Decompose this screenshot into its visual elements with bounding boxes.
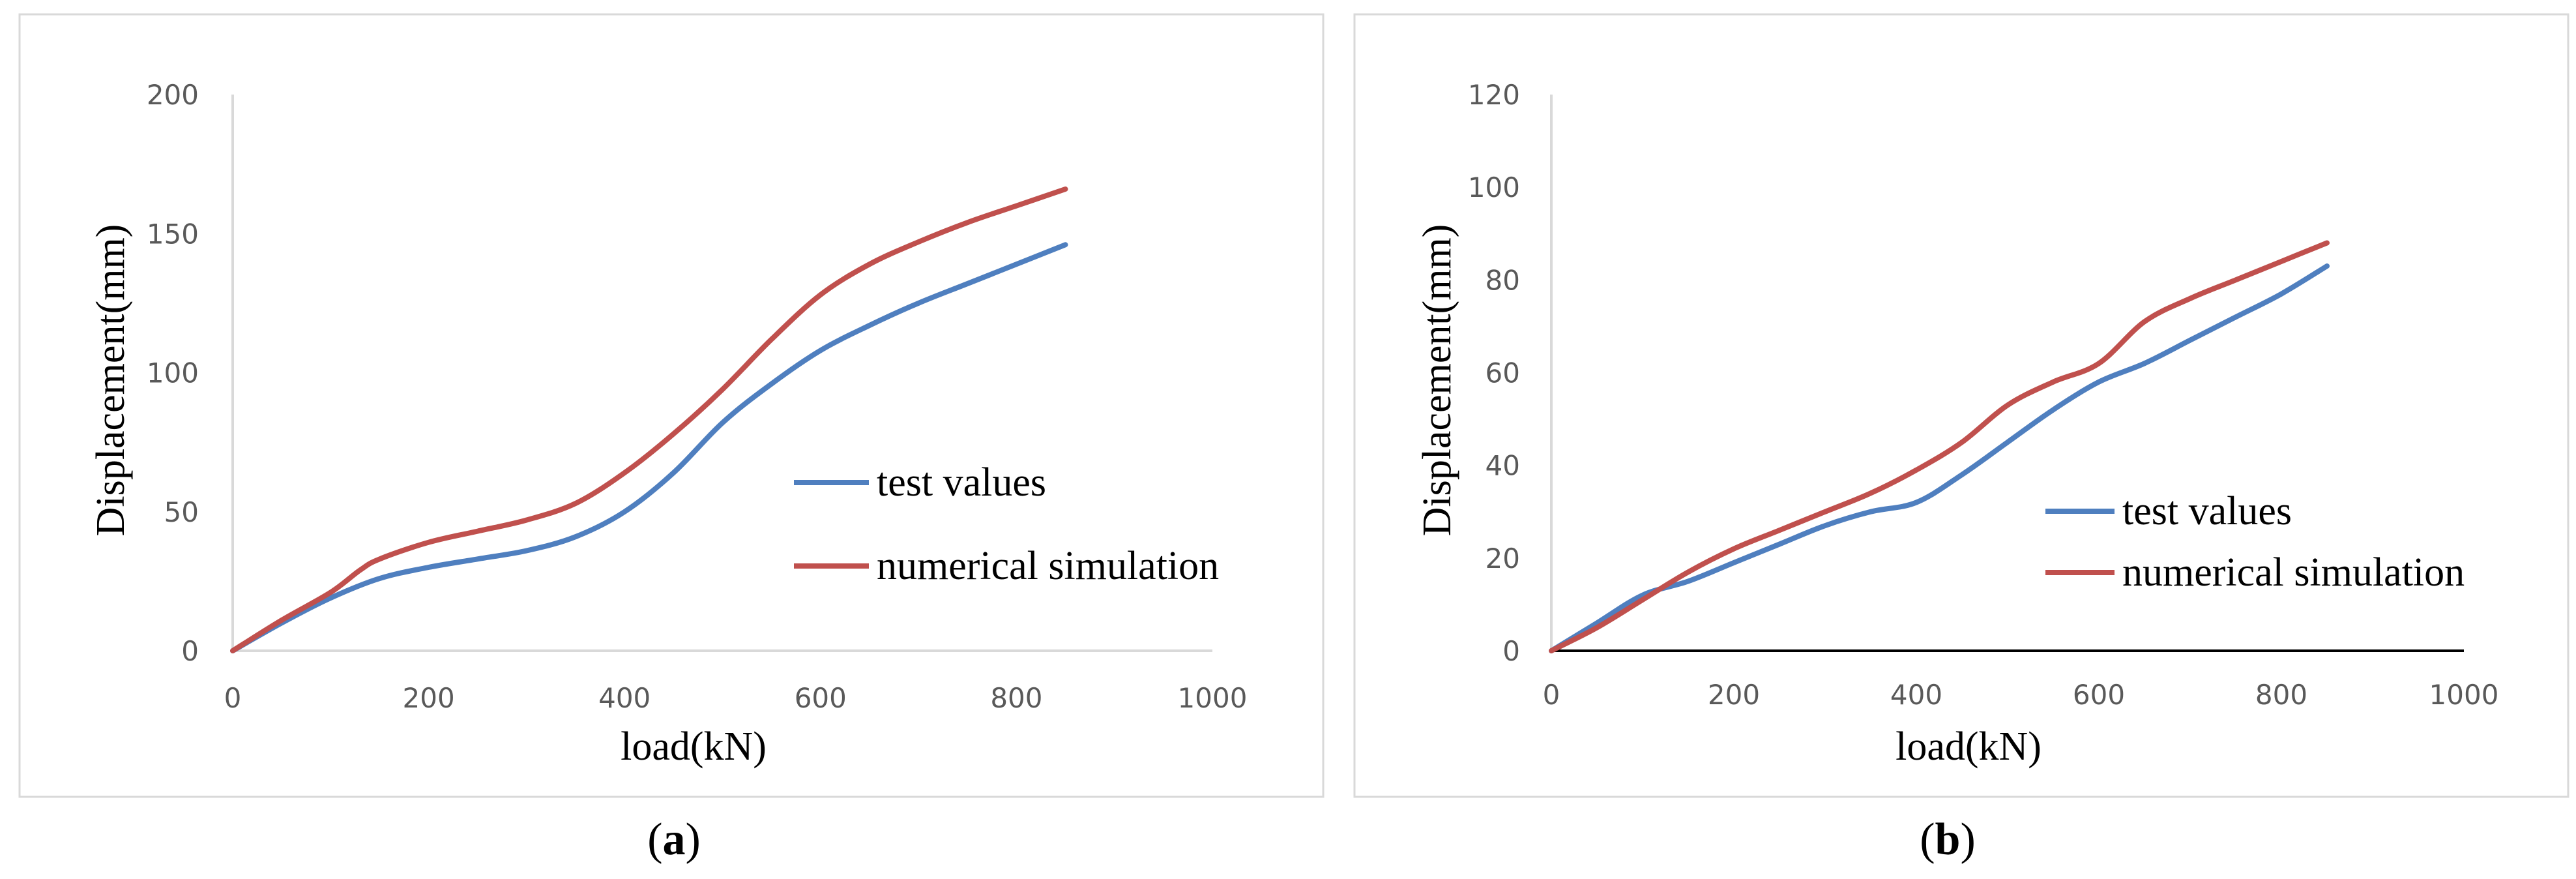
chart-b-y-tick-label: 120: [1468, 79, 1520, 111]
chart-a-legend-label-sim: numerical simulation: [877, 544, 1219, 588]
chart-a-y-tick-label: 50: [164, 496, 199, 528]
chart-a-y-tick-labels: 0 50 100 150 200: [147, 79, 199, 667]
chart-b-x-tick-label: 200: [1708, 679, 1760, 711]
chart-b-x-tick-label: 0: [1543, 679, 1560, 711]
chart-a-y-tick-label: 100: [147, 357, 199, 389]
chart-panel-b: 0 20 40 60 80 100 120 0 200 400 600 800 1000 load(k…: [1415, 79, 2498, 769]
chart-a-series: [230, 186, 1068, 653]
chart-b-x-axis-title: load(kN): [1895, 724, 2042, 769]
chart-b-y-tick-label: 80: [1486, 264, 1520, 296]
chart-b-x-tick-labels: 0 200 400 600 800 1000: [1543, 679, 2499, 711]
chart-b-y-axis-title: Displacement(mm): [1415, 224, 1459, 537]
chart-b-x-tick-label: 800: [2255, 679, 2307, 711]
chart-b-x-tick-label: 1000: [2429, 679, 2499, 711]
chart-b-x-tick-label: 400: [1890, 679, 1942, 711]
chart-a-series-line-test-values: [230, 242, 1068, 653]
panel-b-frame: [1353, 13, 2569, 798]
caption-a-letter: a: [663, 814, 686, 865]
chart-b-legend-label-test: test values: [2122, 489, 2292, 533]
chart-a-x-tick-label: 1000: [1178, 682, 1248, 714]
caption-b: (b): [1920, 814, 1976, 865]
chart-b-legend-label-sim: numerical simulation: [2122, 550, 2465, 595]
chart-a-x-tick-label: 200: [403, 682, 455, 714]
chart-b-y-tick-label: 0: [1502, 635, 1520, 667]
chart-b-y-tick-label: 100: [1468, 171, 1520, 203]
chart-b-y-tick-label: 40: [1486, 450, 1520, 482]
caption-b-letter: b: [1935, 814, 1961, 865]
chart-a-x-tick-label: 600: [795, 682, 847, 714]
chart-b-y-tick-label: 60: [1486, 357, 1520, 389]
chart-b-series: [1549, 240, 2330, 653]
chart-a-y-tick-label: 200: [147, 79, 199, 111]
chart-b-series-line-test-values: [1549, 263, 2330, 653]
chart-a-x-tick-label: 400: [598, 682, 651, 714]
chart-a-x-tick-label: 0: [224, 682, 242, 714]
chart-a-y-tick-label: 150: [147, 218, 199, 250]
chart-a-legend-label-test: test values: [877, 460, 1046, 505]
chart-b-y-tick-label: 20: [1486, 543, 1520, 574]
chart-a-y-axis-title: Displacement(mm): [89, 224, 133, 537]
chart-b-x-tick-label: 600: [2073, 679, 2125, 711]
chart-a-x-tick-labels: 0 200 400 600 800 1000: [224, 682, 1248, 714]
chart-b-legend: test values numerical simulation: [2045, 489, 2465, 595]
chart-a-x-axis-title: load(kN): [621, 724, 767, 769]
chart-a-series-line-numerical-simulation: [230, 186, 1068, 653]
chart-a-x-tick-label: 800: [990, 682, 1042, 714]
chart-a-y-tick-label: 0: [181, 635, 199, 667]
chart-b-y-tick-labels: 0 20 40 60 80 100 120: [1468, 79, 1520, 667]
caption-a: (a): [647, 814, 701, 865]
panel-a-frame: [18, 13, 1325, 798]
chart-a-legend: test values numerical simulation: [794, 460, 1219, 588]
chart-b-series-line-numerical-simulation: [1549, 240, 2330, 653]
